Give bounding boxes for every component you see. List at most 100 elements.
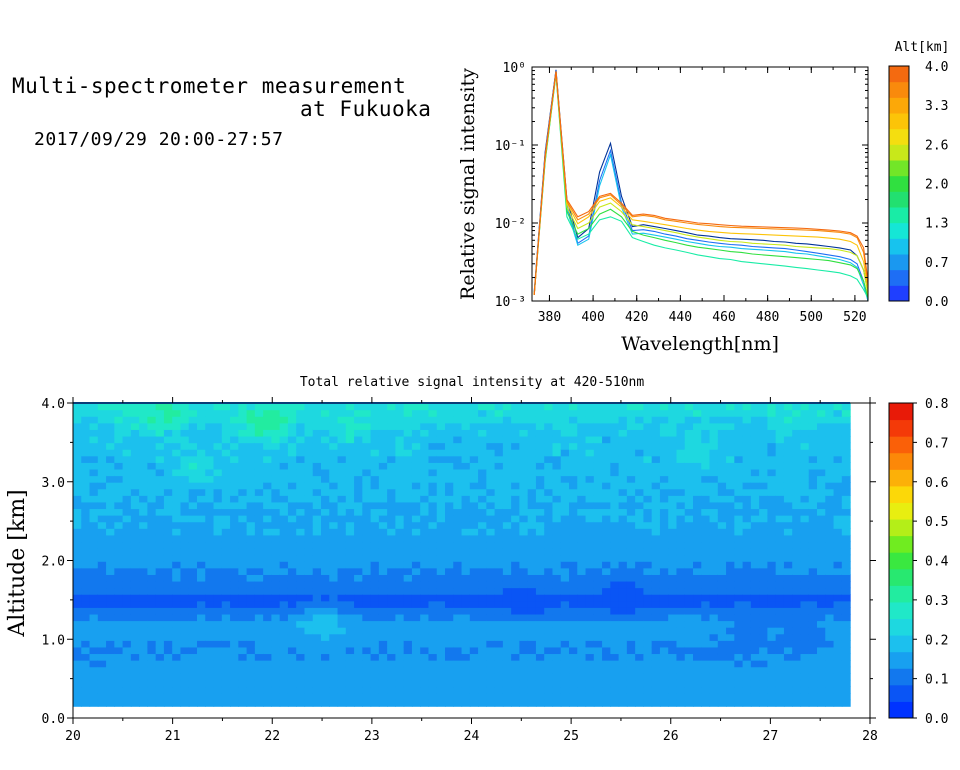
heatmap-cell (552, 403, 562, 411)
heatmap-cell (106, 587, 115, 595)
heatmap-cell (337, 548, 347, 556)
heatmap-cell (478, 403, 487, 411)
heatmap-cell (213, 521, 223, 529)
heatmap-cell (180, 600, 190, 608)
heatmap-cell (139, 666, 148, 674)
heatmap-cell (221, 666, 231, 674)
heatmap-cell (610, 449, 620, 457)
heatmap-cell (172, 528, 182, 536)
heatmap-cell (122, 699, 132, 707)
heatmap-cell (800, 422, 810, 430)
heatmap-cell (486, 501, 496, 510)
heatmap-cell (428, 693, 438, 701)
heatmap-cell (188, 541, 198, 549)
heatmap-cell (122, 521, 132, 529)
heatmap-cell (147, 580, 157, 589)
heatmap-cell (445, 666, 454, 674)
heatmap-cell (684, 646, 694, 655)
heatmap-cell (676, 693, 686, 701)
heatmap-cell (188, 567, 198, 575)
heatmap-cell (684, 435, 694, 444)
heatmap-cell (792, 515, 802, 523)
heatmap-cell (246, 633, 256, 641)
heatmap-cell (89, 600, 99, 608)
heatmap-cell (246, 561, 256, 569)
heatmap-cell (552, 488, 562, 496)
heatmap-cell (668, 633, 678, 641)
heatmap-cell (544, 561, 554, 569)
heatmap-cell (750, 686, 760, 694)
heatmap-cell (701, 468, 711, 477)
heatmap-cell (643, 442, 653, 450)
heatmap-cell (329, 422, 339, 430)
heatmap-cell (701, 534, 711, 543)
heatmap-cell (461, 574, 471, 582)
heatmap-cell (254, 653, 264, 661)
heatmap-cell (163, 613, 173, 622)
heatmap-cell (122, 501, 132, 510)
heatmap-cell (230, 607, 239, 615)
heatmap-cell (535, 620, 545, 628)
heatmap-cell (221, 600, 231, 608)
heatmap-cell (296, 435, 306, 444)
heatmap-cell (279, 422, 289, 430)
heatmap-cell (370, 435, 380, 444)
heatmap-cell (511, 534, 521, 543)
heatmap-cell (635, 449, 645, 457)
heatmap-cell (808, 600, 818, 608)
heatmap-cell (701, 653, 711, 661)
heatmap-cell (354, 508, 363, 516)
heatmap-cell (263, 607, 273, 615)
heatmap-cell (205, 534, 215, 543)
heatmap-cell (800, 699, 810, 707)
heatmap-cell (734, 600, 744, 608)
heatmap-cell (345, 449, 355, 457)
heatmap-cell (478, 613, 487, 622)
heatmap-cell (701, 666, 711, 674)
heatmap-cell (230, 534, 239, 543)
heatmap-cell (453, 541, 463, 549)
heatmap-cell (783, 633, 793, 641)
heatmap-cell (478, 679, 487, 688)
heatmap-cell (197, 449, 206, 457)
heatmap-cell (345, 613, 355, 622)
heatmap-cell (445, 646, 454, 655)
heatmap-cell (494, 666, 504, 674)
heatmap-cell (428, 580, 438, 589)
heatmap-cell (569, 587, 578, 595)
heatmap-cell (742, 673, 752, 681)
heatmap-cell (329, 548, 339, 556)
heatmap-cell (263, 541, 273, 549)
heatmap-cell (552, 495, 562, 503)
heatmap-cell (519, 422, 529, 430)
heatmap-cell (775, 646, 785, 655)
heatmap-cell (354, 686, 363, 694)
heatmap-cell (783, 422, 793, 430)
heatmap-cell (411, 435, 421, 444)
heatmap-cell (354, 429, 363, 437)
heatmap-cell (651, 488, 661, 496)
heatmap-cell (750, 554, 760, 562)
heatmap-cell (246, 528, 256, 536)
heatmap-cell (783, 693, 793, 701)
heatmap-cell (825, 429, 835, 437)
heatmap-cell (329, 673, 339, 681)
heatmap-cell (271, 679, 281, 688)
heatmap-cell (750, 462, 760, 470)
heatmap-cell (684, 488, 694, 496)
heatmap-cell (494, 541, 504, 549)
heatmap-cell (81, 561, 91, 569)
heatmap-cell (461, 508, 471, 516)
heatmap-cell (155, 580, 165, 589)
heatmap-cell (825, 548, 835, 556)
heatmap-cell (610, 468, 620, 477)
heatmap-cell (469, 594, 479, 602)
heatmap-cell (511, 488, 521, 496)
heatmap-cell (783, 699, 793, 707)
heatmap-cell (254, 482, 264, 490)
heatmap-cell (676, 521, 686, 529)
heatmap-cell (502, 554, 512, 562)
heatmap-cell (651, 429, 661, 437)
heatmap-cell (577, 587, 587, 595)
heatmap-cell (792, 620, 802, 628)
